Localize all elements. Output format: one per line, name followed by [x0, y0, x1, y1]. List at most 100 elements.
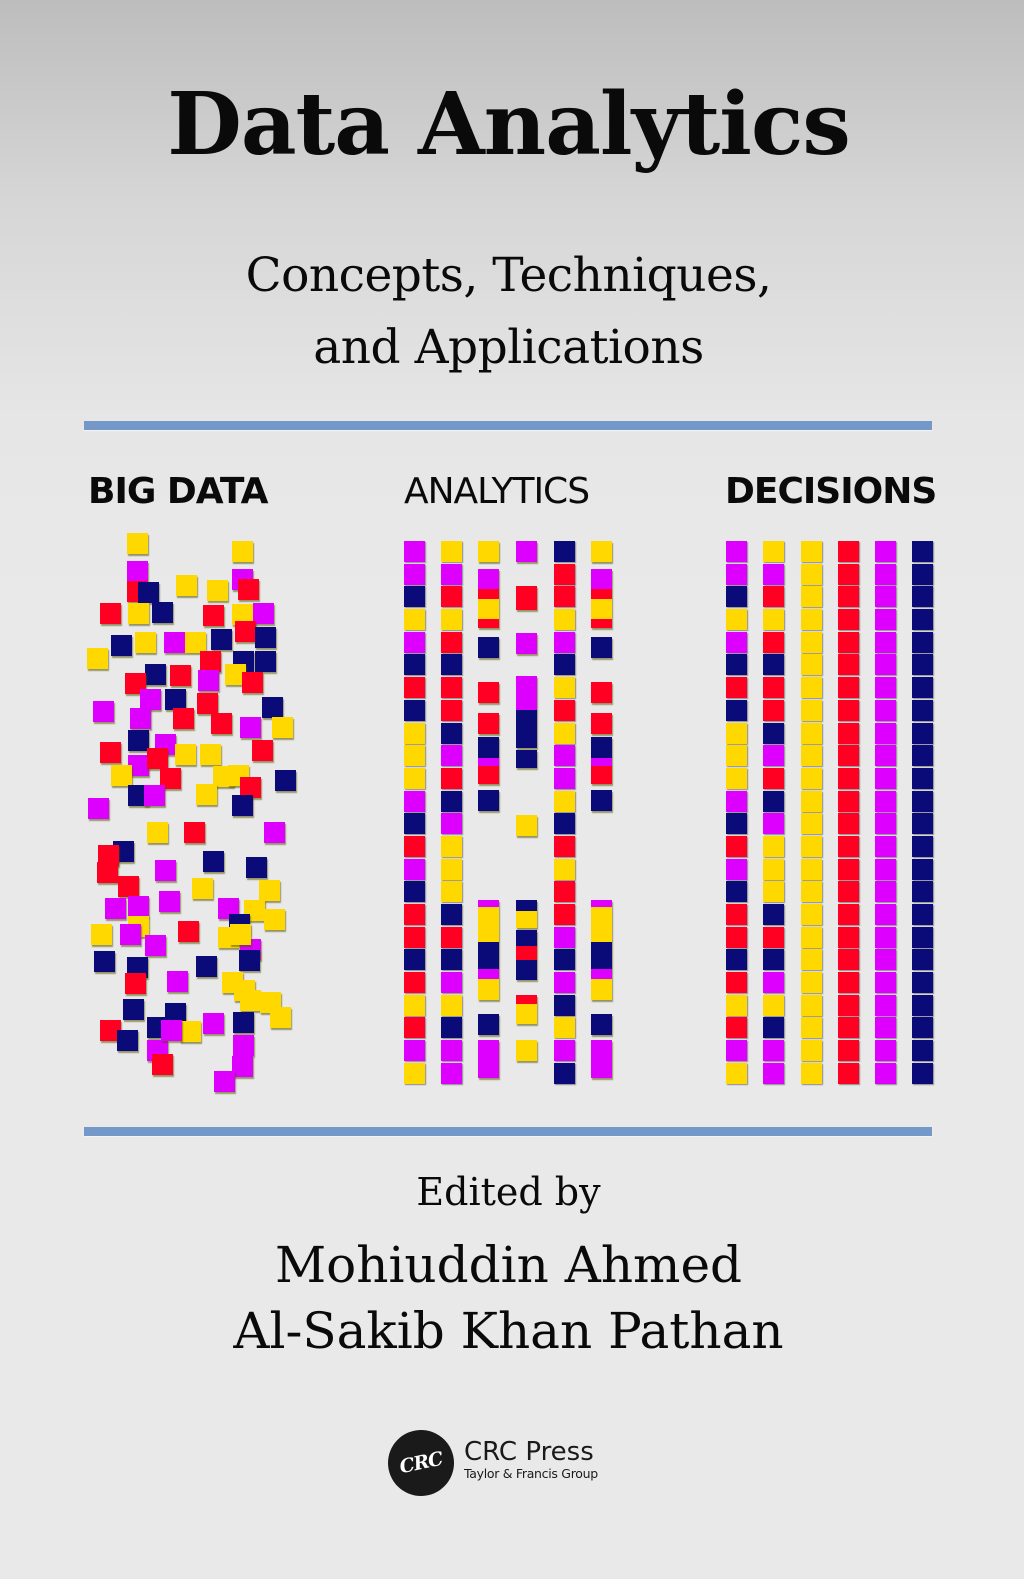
tile — [838, 631, 859, 653]
tile — [912, 1017, 933, 1039]
analytics-tile — [516, 676, 537, 710]
top-divider-rule — [84, 421, 932, 430]
tile — [875, 1040, 896, 1062]
tile — [404, 609, 425, 631]
tile — [875, 972, 896, 994]
analytics-tile — [478, 758, 499, 766]
tile — [726, 677, 747, 699]
tile — [875, 767, 896, 789]
tile — [441, 631, 462, 653]
tile — [801, 1062, 822, 1084]
tile — [801, 677, 822, 699]
tile — [554, 972, 575, 994]
tile — [801, 609, 822, 631]
tile — [726, 563, 747, 585]
tile — [912, 858, 933, 880]
tile — [838, 994, 859, 1016]
tile — [441, 881, 462, 903]
analytics-tile — [478, 979, 499, 1000]
tile — [726, 972, 747, 994]
tile — [404, 541, 425, 562]
analytics-tile — [516, 911, 537, 928]
tile — [554, 926, 575, 948]
big-data-tile — [144, 785, 165, 806]
analytics-column — [554, 541, 575, 1086]
analytics-tile — [478, 619, 499, 628]
big-data-tile — [165, 689, 186, 710]
big-data-tile — [225, 664, 246, 685]
big-data-tile — [170, 665, 191, 686]
big-data-tile — [259, 880, 280, 901]
big-data-tile — [214, 1071, 235, 1092]
big-data-tile — [125, 973, 146, 994]
big-data-tile — [127, 533, 148, 554]
big-data-tile — [272, 717, 293, 738]
tile — [554, 541, 575, 562]
big-data-tile — [192, 878, 213, 899]
label-decisions: DECISIONS — [725, 471, 937, 512]
analytics-tile — [591, 907, 612, 942]
tile — [554, 767, 575, 789]
big-data-tile — [138, 582, 159, 603]
analytics-tile — [591, 1014, 612, 1035]
tile — [801, 654, 822, 676]
big-data-tile — [145, 935, 166, 956]
analytics-tile — [591, 589, 612, 599]
big-data-tile — [198, 670, 219, 691]
tile — [875, 1017, 896, 1039]
tile — [554, 949, 575, 971]
analytics-tile — [591, 969, 612, 979]
tile — [441, 767, 462, 789]
big-data-tile — [203, 851, 224, 872]
tile — [801, 563, 822, 585]
tile — [763, 745, 784, 767]
tile — [726, 881, 747, 903]
tile — [404, 767, 425, 789]
analytics-tile — [478, 737, 499, 758]
tile — [838, 949, 859, 971]
big-data-tile — [240, 777, 261, 798]
tile — [838, 541, 859, 562]
tile — [801, 790, 822, 812]
tile — [554, 1017, 575, 1039]
big-data-tile — [145, 664, 166, 685]
analytics-tile — [478, 969, 499, 979]
tile — [404, 654, 425, 676]
tile — [554, 609, 575, 631]
tile — [912, 835, 933, 857]
bottom-divider-rule — [84, 1127, 932, 1136]
big-data-tile — [197, 693, 218, 714]
tile — [441, 586, 462, 608]
analytics-tile — [516, 960, 537, 980]
analytics-tile — [591, 790, 612, 811]
editor-name-1: Mohiuddin Ahmed — [274, 1236, 743, 1294]
big-data-tile — [270, 1007, 291, 1028]
big-data-tile — [230, 924, 251, 945]
analytics-tile — [516, 930, 537, 946]
tile — [801, 858, 822, 880]
tile — [404, 677, 425, 699]
tile — [763, 699, 784, 721]
analytics-tile — [591, 1040, 612, 1078]
big-data-tile — [105, 898, 126, 919]
big-data-tile — [147, 748, 168, 769]
tile — [801, 835, 822, 857]
tile — [875, 904, 896, 925]
tile — [875, 745, 896, 767]
tile — [763, 654, 784, 676]
big-data-tile — [176, 575, 197, 596]
edited-by-label: Edited by — [416, 1170, 601, 1214]
tile — [763, 813, 784, 835]
big-data-tile — [235, 621, 256, 642]
tile — [554, 1062, 575, 1084]
tile — [554, 699, 575, 721]
tile — [838, 972, 859, 994]
tile — [726, 994, 747, 1016]
tile — [441, 563, 462, 585]
analytics-tile — [478, 790, 499, 811]
tile — [763, 926, 784, 948]
tile — [763, 586, 784, 608]
big-data-tile — [232, 541, 253, 562]
analytics-tile — [591, 766, 612, 784]
analytics-tile — [516, 1040, 537, 1061]
